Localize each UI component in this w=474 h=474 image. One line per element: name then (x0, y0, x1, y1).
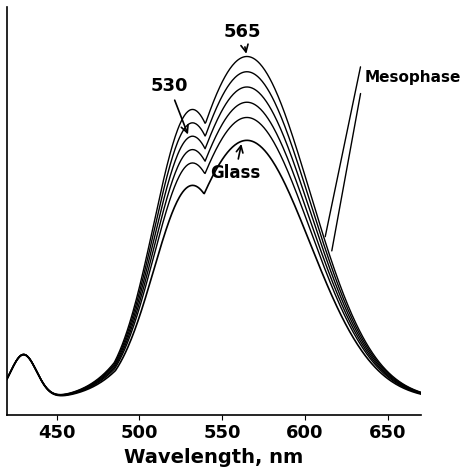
Text: 565: 565 (223, 23, 261, 52)
Text: Mesophase: Mesophase (365, 70, 461, 85)
Text: 530: 530 (150, 77, 188, 133)
X-axis label: Wavelength, nm: Wavelength, nm (124, 448, 303, 467)
Text: Glass: Glass (210, 146, 260, 182)
